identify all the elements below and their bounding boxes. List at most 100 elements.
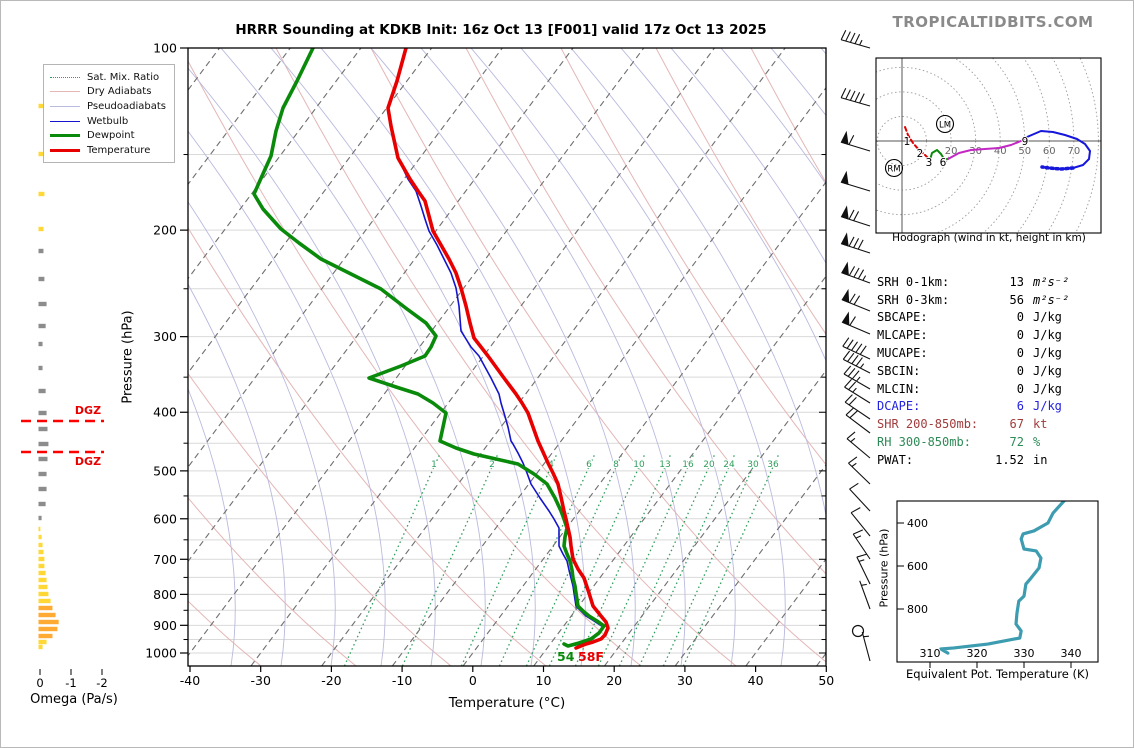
wind-barb-icon xyxy=(841,261,871,284)
theta-e-y-axis-label: Pressure (hPa) xyxy=(877,528,891,608)
wind-barb-icon xyxy=(842,350,871,374)
svg-text:-2: -2 xyxy=(96,676,107,690)
stats-row: SRH 0-1km: 13 m²s⁻² xyxy=(877,273,1093,291)
stats-value: 0 xyxy=(1016,310,1024,325)
stats-unit: % xyxy=(1033,435,1041,450)
stats-value: 67 xyxy=(1009,417,1024,432)
stats-unit: J/kg xyxy=(1033,381,1062,396)
wind-barb-icon xyxy=(859,580,871,610)
theta-e-frame xyxy=(896,500,1099,663)
temperature-axis-label: Temperature (°C) xyxy=(448,695,566,711)
omega-bar xyxy=(38,598,51,604)
svg-text:24: 24 xyxy=(723,460,735,470)
omega-bar xyxy=(38,612,56,618)
stats-row: PWAT: 1.52 in xyxy=(877,451,1093,469)
omega-bar xyxy=(38,515,42,521)
svg-text:9: 9 xyxy=(1022,136,1029,148)
stats-row: RH 300-850mb: 72% xyxy=(877,433,1093,451)
svg-text:0: 0 xyxy=(469,673,477,688)
stats-label: SBCAPE: xyxy=(877,310,928,325)
omega-bar xyxy=(38,226,44,232)
stats-label: SRH 0-1km: xyxy=(877,274,950,289)
svg-text:0: 0 xyxy=(36,676,43,690)
legend-swatch-solid xyxy=(50,120,80,122)
stats-unit: J/kg xyxy=(1033,363,1062,378)
legend-box: Sat. Mix. Ratio Dry Adiabats Pseudoadiabat… xyxy=(43,64,175,163)
pressure-axis-label: Pressure (hPa) xyxy=(120,310,136,404)
wind-barb-icon xyxy=(861,631,871,662)
legend-label: Pseudoadiabats xyxy=(87,100,167,112)
surface-dewpoint-label: 54 xyxy=(557,649,575,664)
dgz-label-upper: DGZ xyxy=(74,404,102,417)
stats-row: MLCAPE: 0 J/kg xyxy=(877,326,1093,344)
stats-value: 1.52 xyxy=(995,452,1024,467)
svg-text:600: 600 xyxy=(907,560,928,573)
omega-axis-label: Omega (Pa/s) xyxy=(30,692,118,707)
omega-bar xyxy=(38,570,46,576)
omega-bar xyxy=(38,563,45,569)
svg-text:320: 320 xyxy=(967,647,988,660)
omega-bar xyxy=(38,301,47,307)
svg-text:1000: 1000 xyxy=(145,646,177,661)
svg-text:40: 40 xyxy=(748,673,764,688)
legend-swatch-solid xyxy=(50,148,80,152)
omega-bar xyxy=(38,526,41,532)
svg-text:200: 200 xyxy=(153,223,177,238)
svg-text:50: 50 xyxy=(1018,146,1031,157)
omega-bar xyxy=(38,577,47,583)
stats-unit: J/kg xyxy=(1033,310,1062,325)
stats-row: SHR 200-850mb: 67 kt xyxy=(877,415,1093,433)
svg-text:900: 900 xyxy=(153,618,177,633)
svg-text:300: 300 xyxy=(153,329,177,344)
stats-value: 0 xyxy=(1016,328,1024,343)
svg-text:16: 16 xyxy=(682,460,694,470)
svg-text:600: 600 xyxy=(153,511,177,526)
legend-label: Wetbulb xyxy=(87,115,129,127)
calm-wind-icon xyxy=(851,624,865,638)
omega-bar xyxy=(38,605,53,611)
omega-bar xyxy=(38,644,43,650)
legend-item: Dry Adiabats xyxy=(50,85,168,100)
stats-label: RH 300-850mb: xyxy=(877,435,971,450)
stats-value: 6 xyxy=(1016,399,1024,414)
legend-label: Temperature xyxy=(87,144,151,156)
legend-label: Sat. Mix. Ratio xyxy=(87,71,160,83)
omega-bar xyxy=(38,191,45,197)
svg-text:-40: -40 xyxy=(180,673,200,688)
dgz-label-lower: DGZ xyxy=(74,455,102,468)
svg-text:-1: -1 xyxy=(65,676,76,690)
svg-text:4: 4 xyxy=(548,460,554,470)
omega-bar xyxy=(38,456,48,462)
stats-value: 13 xyxy=(1009,274,1024,289)
legend-item: Dewpoint xyxy=(50,128,168,143)
omega-bar xyxy=(38,549,44,555)
wind-barb-icon xyxy=(840,30,871,49)
omega-bar xyxy=(38,248,44,254)
svg-text:30: 30 xyxy=(969,146,982,157)
svg-text:800: 800 xyxy=(153,587,177,602)
omega-bar xyxy=(38,410,47,416)
legend-swatch-solid xyxy=(50,134,80,138)
svg-text:RM: RM xyxy=(887,165,900,175)
stats-unit: kt xyxy=(1033,417,1048,432)
wind-barb-icon xyxy=(840,232,871,254)
omega-bar xyxy=(38,626,58,632)
wind-barb-icon xyxy=(842,337,871,360)
stats-value: 72 xyxy=(1009,435,1024,450)
stats-row: SBCAPE: 0 J/kg xyxy=(877,309,1093,327)
stats-value: 0 xyxy=(1016,363,1024,378)
wind-barb-icon xyxy=(844,394,871,420)
stats-unit: in xyxy=(1033,452,1048,467)
svg-text:6: 6 xyxy=(586,460,592,470)
legend-item: Wetbulb xyxy=(50,114,168,129)
stats-unit: J/kg xyxy=(1033,346,1062,361)
svg-text:800: 800 xyxy=(907,603,928,616)
page-title: HRRR Sounding at KDKB Init: 16z Oct 13 [… xyxy=(235,22,767,38)
stats-unit: J/kg xyxy=(1033,399,1062,414)
hodograph-frame xyxy=(875,57,1102,234)
svg-text:100: 100 xyxy=(153,41,177,56)
svg-text:1: 1 xyxy=(904,136,911,148)
wind-barb-icon xyxy=(840,205,871,227)
legend-swatch-dotted xyxy=(50,76,80,78)
